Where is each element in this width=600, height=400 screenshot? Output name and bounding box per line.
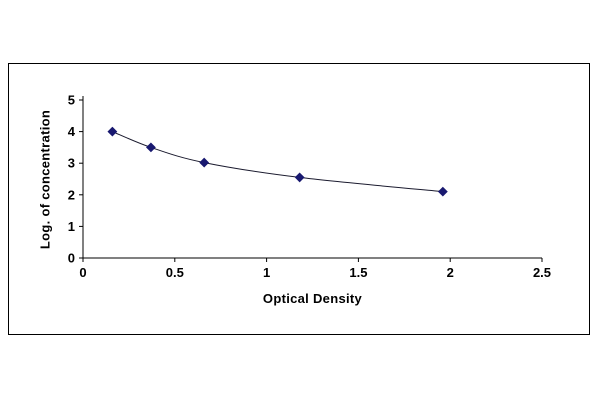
x-axis-label: Optical Density (262, 291, 363, 306)
x-tick-label: 0.5 (166, 265, 184, 280)
x-tick-label: 1.5 (349, 265, 367, 280)
y-tick-label: 3 (68, 156, 75, 171)
x-tick-label: 2 (447, 265, 454, 280)
y-tick-label: 5 (68, 93, 75, 108)
y-tick-label: 4 (68, 124, 76, 139)
x-tick-label: 1 (263, 265, 270, 280)
curve-path (112, 131, 443, 193)
y-tick-label: 2 (68, 187, 75, 202)
data-point-marker (107, 126, 118, 137)
x-tick-label: 0 (79, 265, 86, 280)
data-point-marker (199, 157, 210, 168)
x-tick-label: 2.5 (533, 265, 551, 280)
data-point-marker (437, 186, 448, 197)
chart-frame: Log. of concentration 0 1 2 3 4 5 0 0.5 1 1.5 2 2.5… (8, 63, 590, 335)
y-tick-label: 1 (68, 219, 75, 234)
y-tick-label: 0 (68, 251, 75, 266)
plot-svg: 0 1 2 3 4 5 0 0.5 1 1.5 2 2.5 (68, 93, 551, 281)
data-point-marker (294, 172, 305, 183)
data-point-marker (146, 142, 156, 153)
